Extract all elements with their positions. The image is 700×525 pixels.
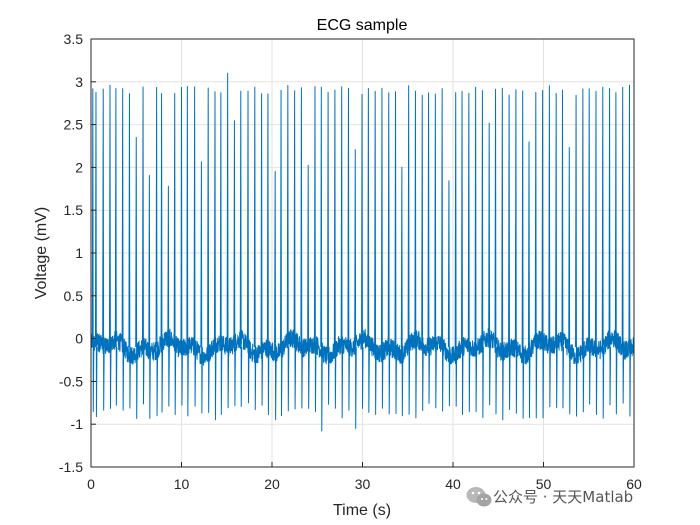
plot-area: 0 10 20 30 40 50 60 -1.5 -1 -0.5 0 0.5 1 1.5 2 2.5 3 3.5 xyxy=(59,31,642,492)
x-ticks: 0 10 20 30 40 50 60 xyxy=(87,462,642,492)
watermark-text: 公众号 · 天天Matlab xyxy=(493,488,633,506)
x-tick-label: 0 xyxy=(87,476,95,492)
x-tick-label: 10 xyxy=(174,476,190,492)
y-tick-label: -0.5 xyxy=(59,373,83,389)
y-ticks: -1.5 -1 -0.5 0 0.5 1 1.5 2 2.5 3 3.5 xyxy=(59,31,96,475)
y-tick-label: 2.5 xyxy=(64,117,84,133)
wechat-icon xyxy=(466,487,492,507)
y-axis-label: Voltage (mV) xyxy=(33,207,50,299)
y-tick-label: 1 xyxy=(75,245,83,261)
x-tick-label: 40 xyxy=(445,476,461,492)
y-tick-label: 3.5 xyxy=(64,31,84,47)
y-tick-label: 1.5 xyxy=(64,202,84,218)
x-tick-label: 20 xyxy=(264,476,280,492)
y-tick-label: 0.5 xyxy=(64,288,84,304)
ecg-series-line xyxy=(90,72,635,432)
x-tick-label: 50 xyxy=(536,476,552,492)
y-tick-label: 0 xyxy=(75,331,83,347)
chart-title: ECG sample xyxy=(317,17,408,34)
y-tick-label: 2 xyxy=(75,159,83,175)
y-tick-label: 3 xyxy=(75,74,83,90)
watermark: 公众号 · 天天Matlab xyxy=(466,487,633,507)
x-tick-label: 60 xyxy=(626,476,642,492)
y-tick-label: -1.5 xyxy=(59,459,83,475)
ecg-trace-group xyxy=(90,72,635,432)
x-tick-label: 30 xyxy=(355,476,371,492)
x-axis-label: Time (s) xyxy=(333,502,391,519)
y-tick-label: -1 xyxy=(71,416,84,432)
